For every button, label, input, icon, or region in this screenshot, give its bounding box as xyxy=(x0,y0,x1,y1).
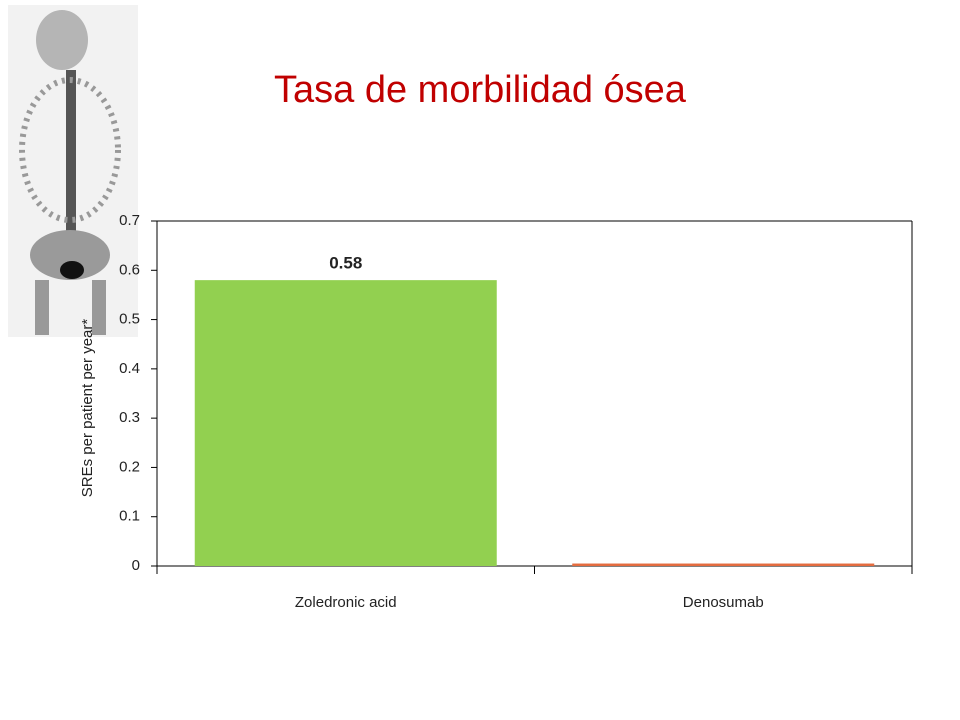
y-tick-label: 0.5 xyxy=(119,311,140,328)
y-axis-label: SREs per patient per year* xyxy=(79,319,96,498)
x-tick-label: Zoledronic acid xyxy=(295,594,397,611)
y-tick-label: 0.3 xyxy=(119,409,140,426)
value-label: 0.58 xyxy=(329,254,362,273)
bar xyxy=(572,563,875,566)
bar xyxy=(194,280,497,566)
y-tick-label: 0.4 xyxy=(119,360,140,377)
y-tick-label: 0.7 xyxy=(119,212,140,229)
bone-scan-image xyxy=(8,5,138,337)
y-tick-label: 0.6 xyxy=(119,261,140,278)
chart-title: Tasa de morbilidad ósea xyxy=(274,69,687,111)
y-tick-label: 0 xyxy=(132,557,140,574)
y-tick-label: 0.1 xyxy=(119,508,140,525)
y-tick-label: 0.2 xyxy=(119,458,140,475)
x-tick-label: Denosumab xyxy=(683,594,764,611)
